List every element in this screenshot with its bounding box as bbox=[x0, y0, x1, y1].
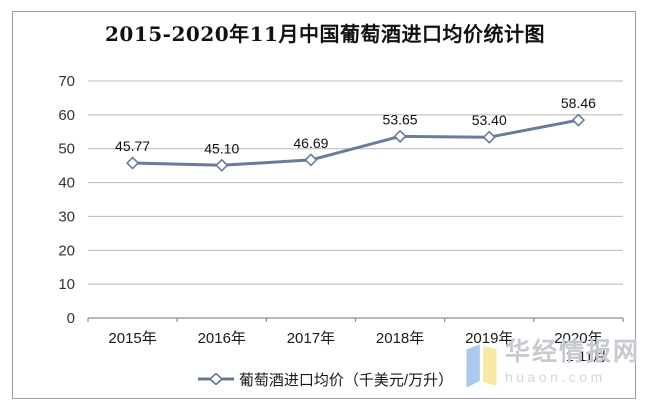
chart-title: 2015-2020年11月中国葡萄酒进口均价统计图 bbox=[105, 22, 545, 46]
data-point-marker bbox=[393, 129, 407, 143]
x-tick-label: 2020年 bbox=[554, 330, 602, 347]
data-point-marker bbox=[571, 113, 586, 127]
y-tick-label: 40 bbox=[58, 175, 75, 192]
x-tick-sublabel: 1-11月 bbox=[566, 348, 607, 364]
data-label: 46.69 bbox=[293, 135, 328, 151]
data-point-marker bbox=[125, 156, 140, 170]
legend: 葡萄酒进口均价（千美元/万升） bbox=[0, 368, 650, 390]
price-line bbox=[132, 118, 579, 167]
data-label: 45.10 bbox=[204, 140, 239, 156]
y-tick-label: 50 bbox=[58, 141, 75, 158]
legend-label: 葡萄酒进口均价（千美元/万升） bbox=[238, 371, 454, 389]
data-point-marker bbox=[304, 153, 318, 167]
x-tick-label: 2015年 bbox=[108, 330, 156, 347]
y-tick-label: 10 bbox=[58, 276, 75, 293]
data-label: 45.77 bbox=[115, 138, 150, 154]
x-tick-label: 2016年 bbox=[198, 330, 246, 347]
x-tick-label: 2019年 bbox=[465, 330, 513, 347]
x-tick-label: 2018年 bbox=[376, 330, 424, 347]
y-tick-label: 20 bbox=[58, 242, 75, 259]
data-point-marker bbox=[482, 130, 496, 144]
legend-line-marker-icon bbox=[197, 373, 234, 385]
y-tick-label: 30 bbox=[58, 208, 75, 225]
y-tick-label: 70 bbox=[58, 73, 75, 90]
data-label: 58.46 bbox=[561, 95, 596, 111]
x-tick-label: 2017年 bbox=[287, 330, 335, 347]
chart-border-frame bbox=[12, 11, 636, 399]
data-point-marker bbox=[215, 158, 229, 172]
y-tick-label: 60 bbox=[58, 107, 75, 124]
data-label: 53.65 bbox=[383, 111, 418, 127]
data-label: 53.40 bbox=[472, 112, 507, 128]
y-tick-label: 0 bbox=[67, 310, 75, 327]
